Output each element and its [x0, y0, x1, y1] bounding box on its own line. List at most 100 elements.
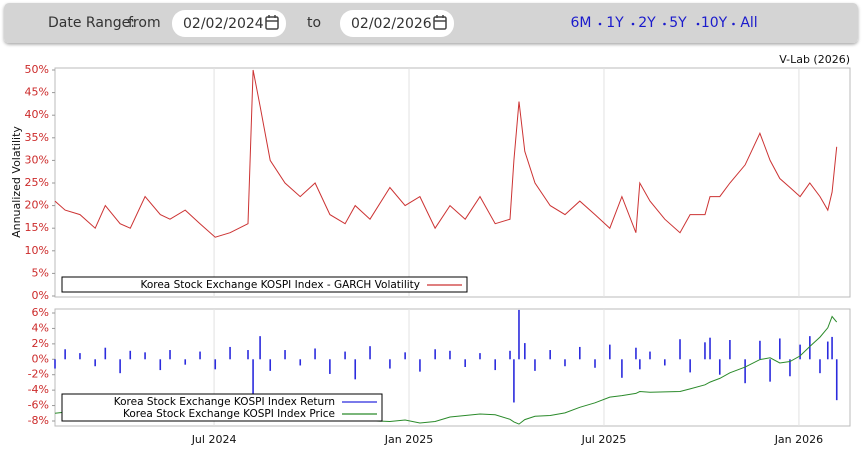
separator-dot — [631, 22, 635, 26]
return-bar — [419, 359, 421, 372]
return-bar — [344, 351, 346, 360]
return-bar — [819, 359, 821, 374]
y-tick-label: 30% — [25, 153, 49, 166]
return-bar — [679, 339, 681, 360]
return-bar — [104, 347, 107, 360]
return-bar — [649, 351, 651, 360]
return-bar — [835, 359, 838, 401]
plot-frame — [54, 67, 851, 298]
return-bar — [434, 349, 436, 360]
from-input[interactable] — [172, 10, 286, 37]
return-bar — [214, 359, 217, 370]
calendar-icon[interactable] — [265, 15, 279, 30]
return-bar — [635, 347, 637, 360]
return-bar — [269, 359, 272, 371]
y-tick-label: 20% — [25, 199, 49, 212]
return-bar — [119, 359, 121, 374]
y-tick-label: 6% — [32, 306, 49, 319]
y-tick-label: 5% — [32, 266, 49, 279]
return-bar — [621, 359, 623, 378]
return-bar — [779, 338, 781, 360]
y-tick-label: 35% — [25, 131, 49, 144]
return-bar — [169, 350, 171, 360]
range-link[interactable]: 6M — [571, 15, 592, 31]
return-bar — [549, 350, 551, 360]
return-bar — [449, 350, 451, 360]
y-tick-label: 0% — [32, 352, 49, 365]
range-link[interactable]: 2Y — [638, 15, 656, 31]
return-bar — [718, 359, 721, 375]
return-bar — [534, 359, 536, 371]
return-bar — [247, 350, 249, 360]
return-bar — [479, 353, 481, 360]
return-bar — [609, 344, 611, 360]
return-bar — [639, 359, 641, 370]
to-input[interactable] — [340, 10, 454, 37]
separator-dot — [663, 22, 666, 26]
return-bar — [789, 359, 791, 377]
return-bar — [389, 359, 391, 369]
return-bar — [299, 359, 302, 366]
y-tick-label: -2% — [28, 368, 49, 381]
source-note: V-Lab (2026) — [779, 53, 850, 66]
return-bar — [252, 359, 254, 400]
return-bar — [689, 359, 691, 373]
y-tick-label: 50% — [25, 63, 49, 76]
y-tick-label: -4% — [28, 383, 49, 396]
from-label: from — [128, 15, 161, 31]
return-bar — [199, 351, 201, 360]
from-date[interactable]: 02/02/2024 — [183, 16, 264, 32]
return-bar — [704, 342, 706, 360]
y-tick-label: 4% — [32, 321, 49, 334]
legend-box — [61, 276, 468, 293]
return-bar — [369, 346, 371, 360]
y-tick-label: 2% — [32, 337, 49, 350]
y-tick-label: 40% — [25, 108, 49, 121]
return-bar — [184, 359, 187, 365]
return-bar — [729, 340, 731, 360]
return-bar — [314, 348, 316, 360]
y-tick-label: 0% — [32, 289, 49, 302]
x-tick-label: Jul 2024 — [191, 433, 237, 446]
legend-label: Korea Stock Exchange KOSPI Index Return — [114, 396, 335, 408]
return-bar — [524, 343, 526, 360]
range-link[interactable]: All — [740, 15, 757, 31]
y-tick-label: -8% — [28, 414, 49, 427]
return-bar — [404, 352, 406, 360]
to-date[interactable]: 02/02/2026 — [351, 16, 432, 32]
separator-dot — [598, 22, 602, 26]
range-link[interactable]: 10Y — [701, 15, 728, 31]
y-tick-label: 25% — [25, 176, 49, 189]
legend-box — [61, 393, 383, 422]
separator-dot — [732, 22, 735, 26]
return-bar — [759, 340, 761, 360]
legend-label: Korea Stock Exchange KOSPI Index Price — [123, 408, 335, 420]
return-bar — [129, 350, 132, 360]
return-bar — [826, 341, 829, 360]
separator-dot — [696, 22, 700, 26]
return-bar — [144, 352, 146, 360]
return-bar — [54, 359, 56, 369]
return-bar — [159, 359, 162, 371]
return-bar — [79, 353, 81, 360]
legend-label: Korea Stock Exchange KOSPI Index - GARCH… — [140, 279, 420, 291]
x-tick-label: Jan 2025 — [384, 433, 433, 446]
y-tick-label: 15% — [25, 221, 49, 234]
return-bar — [229, 346, 231, 360]
return-bar — [831, 336, 833, 360]
return-bar — [509, 350, 511, 360]
return-bar — [259, 336, 261, 360]
y-tick-label: 45% — [25, 86, 49, 99]
x-tick-label: Jan 2026 — [774, 433, 823, 446]
return-bar — [564, 359, 566, 367]
range-link[interactable]: 1Y — [606, 15, 624, 31]
y-tick-label: -6% — [28, 399, 49, 412]
range-link[interactable]: 5Y — [669, 15, 687, 31]
return-bar — [579, 346, 581, 360]
return-bar — [709, 337, 711, 360]
return-bar — [354, 359, 357, 380]
calendar-icon[interactable] — [433, 15, 447, 30]
return-bar — [769, 359, 771, 382]
series-line — [54, 69, 838, 238]
